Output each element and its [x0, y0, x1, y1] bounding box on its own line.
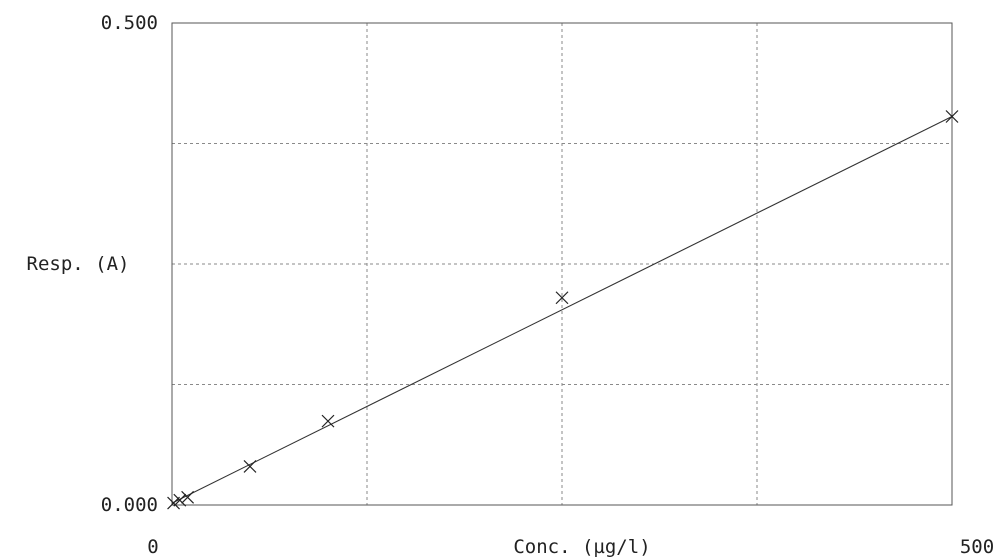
data-point-stroke-b [243, 460, 257, 473]
fit-line-layer [171, 116, 953, 504]
data-point-stroke-b [945, 110, 959, 123]
plot-area-frame [171, 22, 953, 506]
y-axis-label: Resp. (A) [27, 253, 130, 275]
data-point-stroke-b [555, 291, 569, 305]
x-tick-max: 500 [960, 536, 994, 558]
y-tick-max: 0.500 [101, 12, 158, 34]
data-point-2 [173, 493, 187, 507]
x-axis-label: Conc. (µg/l) [513, 536, 650, 558]
x-tick-min: 0 [147, 536, 158, 558]
data-point-stroke-b [181, 490, 195, 504]
data-point-3 [181, 490, 195, 504]
data-markers [167, 110, 959, 510]
grid-lines [172, 23, 952, 505]
data-point-5 [321, 414, 335, 428]
data-point-stroke-b [173, 493, 187, 507]
data-point-7 [945, 110, 959, 123]
data-point-6 [555, 291, 569, 305]
data-point-1 [167, 496, 180, 510]
y-tick-min: 0.000 [101, 494, 158, 516]
data-point-stroke-b [167, 496, 180, 510]
data-point-stroke-b [321, 414, 335, 428]
data-point-4 [243, 460, 257, 473]
calibration-fit-line [171, 116, 953, 504]
